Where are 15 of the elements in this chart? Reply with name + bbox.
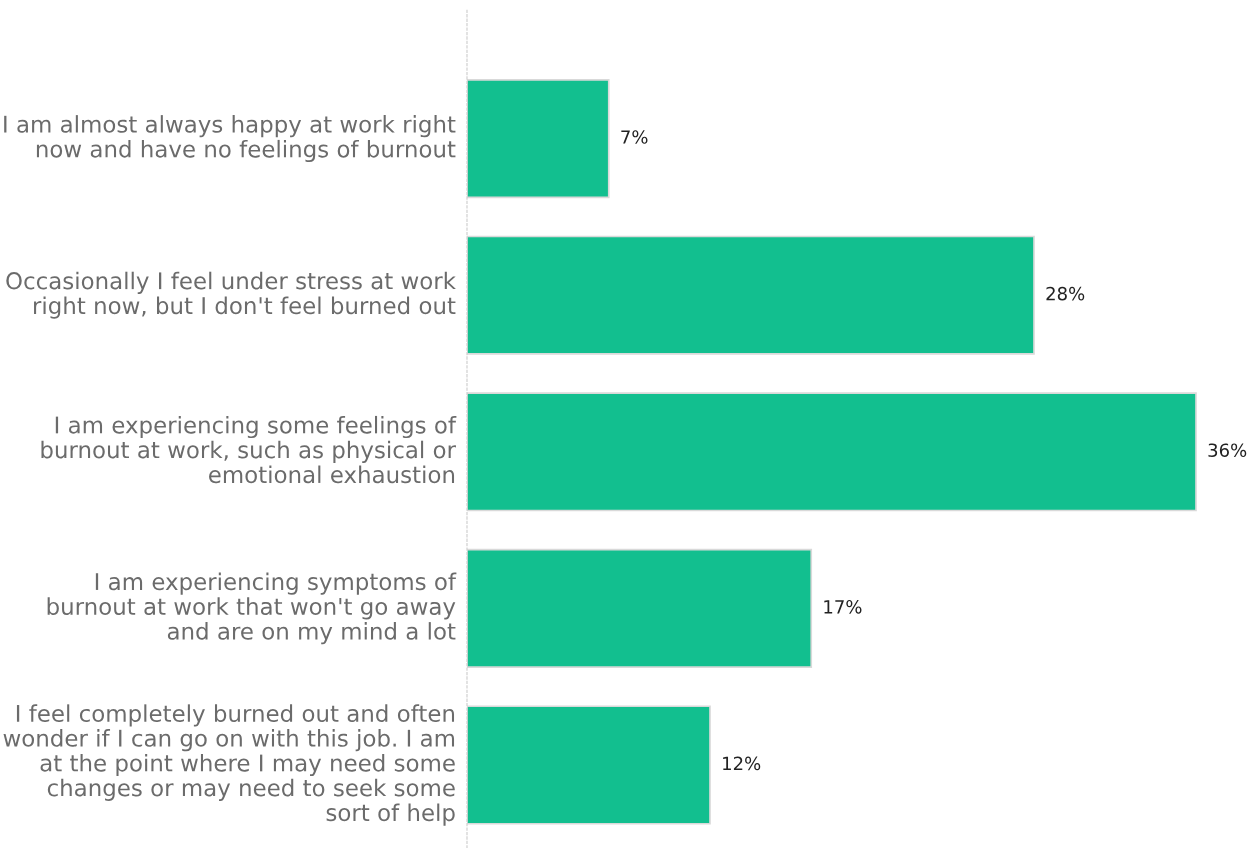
data-label: 12% [723, 756, 761, 771]
y-tick-label: I feel completely burned out and often wonder if I can go on with this job. I am at the point where I may need some changes or may need to seek some sort of help [3, 704, 455, 826]
bar [466, 548, 813, 668]
bar [466, 79, 610, 199]
y-tick-label: Occasionally I feel under stress at work right now, but I don't feel burned out [6, 271, 456, 319]
data-label: 17% [824, 599, 862, 614]
data-label: 7% [621, 130, 648, 144]
data-label: 28% [1046, 286, 1085, 301]
y-tick-label: I am almost always happy at work right now and have no feelings of burnout [4, 115, 456, 163]
bar [466, 392, 1197, 512]
y-tick-label: I am experiencing some feelings of burnout at work, such as physical or emotional exhaustion [41, 415, 457, 484]
bar [466, 235, 1035, 355]
y-tick-label: I am experiencing symptoms of burnout at work that won't go away and are on my mind a lot [47, 572, 457, 645]
bar [466, 705, 711, 825]
data-label: 36% [1208, 443, 1247, 458]
